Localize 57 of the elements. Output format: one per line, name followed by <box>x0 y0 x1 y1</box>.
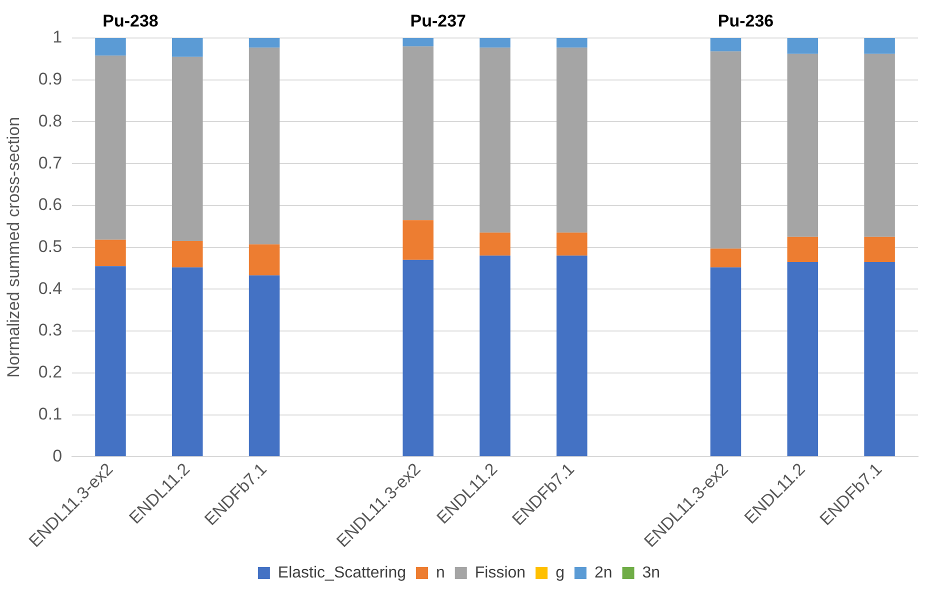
y-tick-label: 0.8 <box>38 111 62 130</box>
bar <box>864 236 895 262</box>
bar <box>95 56 126 240</box>
bar <box>556 38 588 48</box>
bar <box>480 232 510 256</box>
bar <box>710 38 742 52</box>
bar <box>710 51 742 249</box>
y-tick-label: 0.5 <box>38 237 62 256</box>
bar <box>480 48 510 233</box>
y-tick-label: 0.6 <box>38 195 62 214</box>
bar <box>556 232 588 256</box>
bar <box>710 267 742 456</box>
bar <box>480 38 510 48</box>
bar <box>172 267 203 456</box>
bar <box>864 262 895 456</box>
bar <box>402 46 434 220</box>
bar <box>787 38 818 54</box>
bar <box>864 38 895 54</box>
text: Pu-237 <box>410 12 466 31</box>
bar <box>864 54 895 237</box>
bar <box>787 54 818 237</box>
text: Pu-238 <box>102 12 158 31</box>
bar <box>480 256 510 456</box>
y-tick-label: 0.4 <box>38 278 62 298</box>
legend-label: Elastic_Scattering <box>278 564 406 582</box>
bar <box>172 38 203 57</box>
bar <box>556 256 588 456</box>
bar <box>172 56 203 242</box>
bar <box>787 262 818 456</box>
legend-label: Fission <box>474 564 526 582</box>
text: Pu-236 <box>718 12 774 31</box>
bar <box>248 275 280 456</box>
bar <box>172 241 203 268</box>
bar <box>95 266 126 456</box>
y-tick-label: 0 <box>52 446 62 466</box>
bar <box>402 38 434 46</box>
legend-label: n <box>436 564 445 582</box>
bar <box>248 244 280 276</box>
bar <box>95 38 126 56</box>
bar <box>248 48 280 244</box>
bar <box>556 48 588 233</box>
y-axis-title: Normalized summed cross-section <box>4 116 23 378</box>
y-tick-label: 0.7 <box>38 153 62 172</box>
legend-label: 3n <box>642 564 660 582</box>
y-tick-label: 1 <box>52 28 62 47</box>
y-tick-label: 0.9 <box>38 70 62 89</box>
y-tick-label: 0.3 <box>38 320 62 340</box>
y-tick-label: 0.1 <box>38 404 62 424</box>
bar <box>787 236 818 262</box>
legend-label: g <box>556 564 564 582</box>
bar <box>95 240 126 266</box>
y-tick-label: 0.2 <box>38 362 62 382</box>
bar <box>402 220 434 260</box>
legend-label: 2n <box>594 564 612 582</box>
bar <box>402 260 434 456</box>
bar <box>248 38 280 48</box>
bar <box>710 248 742 268</box>
